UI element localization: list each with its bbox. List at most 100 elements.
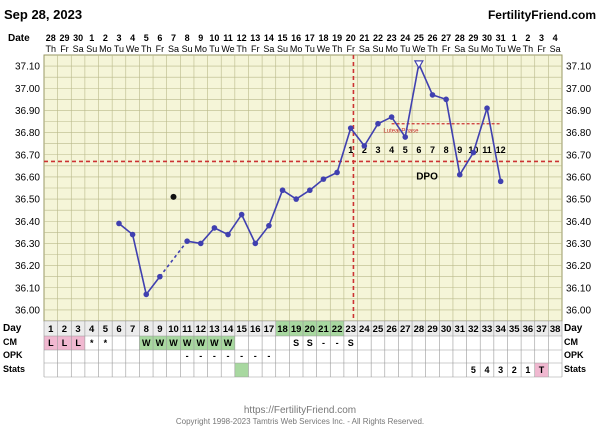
weekday-label: Mo (481, 44, 494, 54)
weekday-label: Su (277, 44, 288, 54)
day-number: 14 (223, 324, 234, 335)
weekday-label: Th (523, 44, 534, 54)
day-number: 16 (250, 324, 261, 335)
y-tick-label: 36.90 (15, 106, 40, 117)
y-tick-label: 36.60 (566, 172, 591, 183)
date-label: 29 (468, 33, 478, 43)
date-label: 23 (387, 33, 397, 43)
day-number: 8 (144, 324, 149, 335)
day-cell-fertile (330, 321, 344, 336)
series-point (266, 222, 272, 229)
y-axis-right: 37.10 37.00 36.90 36.80 36.70 36.60 36.50 36.40… (566, 62, 591, 317)
date-label: 21 (359, 33, 369, 43)
stats-value: 2 (512, 365, 517, 375)
weekday-label: Mo (385, 44, 398, 54)
weekdays-row: Th Fr Sa Su Mo Tu We Th Fr Sa Su Mo Tu We Th Fr Sa Su Mo Tu… (46, 44, 561, 54)
cm-cell-fill (221, 336, 235, 350)
day-number: 20 (305, 324, 316, 335)
day-cell-fertile (316, 321, 331, 336)
day-number: 29 (427, 324, 438, 335)
day-number: 3 (75, 324, 80, 335)
y-tick-label: 36.30 (15, 239, 40, 250)
day-number: 9 (157, 324, 162, 335)
stats-value: 5 (471, 365, 476, 375)
opk-value: - (213, 351, 216, 361)
weekday-label: Su (182, 44, 193, 54)
y-tick-label: 36.00 (566, 305, 591, 316)
series-point (252, 240, 259, 247)
stats-row-label-right: Stats (564, 364, 586, 374)
weekday-label: Fr (156, 44, 165, 54)
weekday-label: Tu (305, 44, 315, 54)
stats-value: T (539, 365, 545, 375)
cm-cell-fill (57, 336, 72, 350)
weekday-label: Th (427, 44, 438, 54)
day-number: 22 (332, 324, 343, 335)
weekday-label: Mo (99, 44, 112, 54)
date-label: 25 (414, 33, 424, 43)
day-number: 10 (168, 324, 179, 335)
series-segment (254, 225, 270, 244)
plot-grid (44, 55, 562, 321)
cm-value: W (224, 338, 233, 348)
y-tick-label: 36.20 (566, 261, 591, 272)
weekday-label: Sa (550, 44, 561, 54)
series-point (497, 178, 504, 185)
date-label: 1 (89, 33, 94, 43)
y-axis-left: 37.10 37.00 36.90 36.80 36.70 36.60 36.50 36.40… (15, 62, 40, 317)
series-segment (363, 123, 379, 147)
series-segment (227, 214, 243, 236)
y-tick-label: 36.00 (15, 305, 40, 316)
day-number: 37 (536, 324, 547, 335)
series-point (116, 220, 122, 227)
date-label: 15 (278, 33, 288, 43)
date-label: 22 (373, 33, 383, 43)
cm-row-label: CM (3, 337, 17, 347)
dpo-number: 8 (444, 145, 449, 155)
series-segment (445, 99, 461, 175)
weekday-label: Sa (359, 44, 370, 54)
day-number: 13 (209, 324, 220, 335)
weekday-label: We (412, 44, 425, 54)
cm-cell-fill (153, 336, 167, 350)
series-segment (200, 227, 215, 244)
stats-cell-fill (534, 363, 549, 377)
cm-value: W (183, 338, 192, 348)
date-label: 29 (59, 33, 69, 43)
date-label: 30 (482, 33, 492, 43)
dpo-number: 2 (362, 145, 367, 155)
series-point (470, 149, 477, 156)
weekday-label: Tu (496, 44, 506, 54)
dpo-number: 1 (348, 145, 353, 155)
weekday-label: Sa (263, 44, 274, 54)
series-segment (309, 178, 324, 191)
date-label: 8 (185, 33, 190, 43)
day-number: 7 (130, 324, 135, 335)
cm-value: L (62, 338, 68, 348)
dpo-number: 4 (389, 145, 394, 155)
weekday-label: Su (86, 44, 97, 54)
y-tick-label: 36.50 (15, 195, 40, 206)
series-point (184, 238, 190, 244)
stats-value: 3 (498, 365, 503, 375)
temperature-series-points (116, 60, 504, 298)
weekday-label: Su (372, 44, 383, 54)
series-point (443, 96, 449, 103)
dpo-number: 9 (457, 145, 462, 155)
stats-value: 4 (485, 365, 490, 375)
date-label: 18 (318, 33, 328, 43)
opk-value: - (267, 351, 270, 361)
series-point (129, 231, 136, 238)
dpo-number: 11 (482, 145, 492, 155)
date-row-label: Date (8, 33, 30, 44)
date-label: 20 (346, 33, 356, 43)
cm-value: * (90, 338, 94, 348)
day-number: 17 (264, 324, 275, 335)
weekday-label: Th (332, 44, 343, 54)
weekday-label: Th (46, 44, 57, 54)
date-label: 13 (250, 33, 260, 43)
day-number: 21 (318, 324, 329, 335)
series-point (361, 143, 368, 149)
day-number: 18 (277, 324, 288, 335)
weekday-label: Sa (454, 44, 465, 54)
